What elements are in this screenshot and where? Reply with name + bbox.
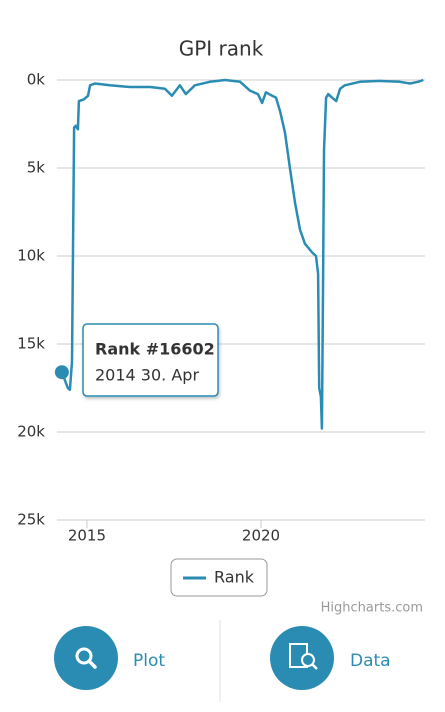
y-tick-label: 0k xyxy=(27,71,46,89)
magnifier-handle xyxy=(87,659,97,669)
magnifier xyxy=(75,647,93,665)
plot-button[interactable]: Plot xyxy=(54,626,165,690)
legend-label[interactable]: Rank xyxy=(214,568,255,587)
plot-label[interactable]: Plot xyxy=(133,651,165,671)
x-tick-label: 2015 xyxy=(68,527,106,545)
y-tick-label: 15k xyxy=(17,335,45,353)
y-tick-label: 20k xyxy=(17,423,45,441)
data-button[interactable]: Data xyxy=(270,626,391,690)
legend-box[interactable] xyxy=(170,558,268,597)
chart-title: GPI rank xyxy=(179,37,264,61)
hover-marker xyxy=(54,365,69,380)
y-tick-label: 25k xyxy=(17,511,45,529)
credits[interactable]: Highcharts.com xyxy=(321,601,423,616)
tooltip-title: Rank #16602 xyxy=(95,340,215,359)
doc-magnifier xyxy=(301,653,315,667)
tooltip-date: 2014 30. Apr xyxy=(95,366,199,385)
tooltip: Rank #16602 2014 30. Apr xyxy=(82,323,219,397)
y-tick-label: 5k xyxy=(27,159,46,177)
doc-magnifier-handle xyxy=(311,663,318,670)
data-label[interactable]: Data xyxy=(350,651,391,671)
tooltip-box xyxy=(82,323,219,397)
x-tick-label: 2020 xyxy=(242,527,280,545)
legend[interactable]: Rank xyxy=(170,558,268,597)
plot-icon[interactable] xyxy=(54,626,118,690)
y-tick-label: 10k xyxy=(17,247,45,265)
line xyxy=(60,78,424,430)
